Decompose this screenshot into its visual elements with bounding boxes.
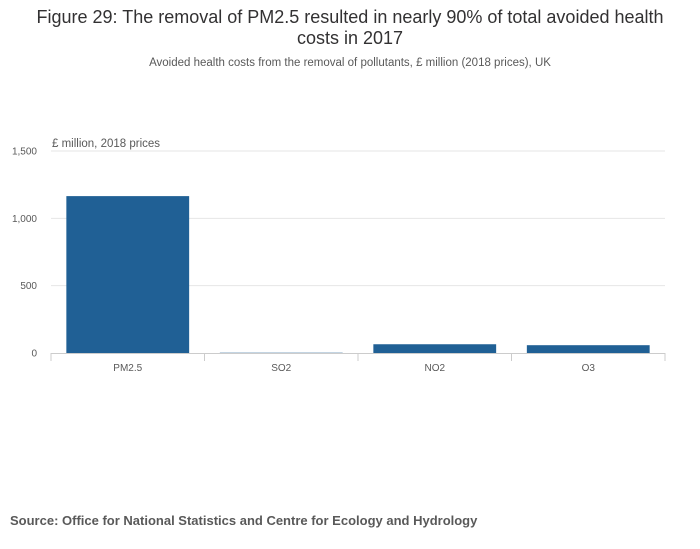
y-tick-label: 1,000 <box>12 214 37 225</box>
y-tick-label: 500 <box>20 281 37 292</box>
x-tick-label: O3 <box>582 363 596 374</box>
bar-no2[interactable] <box>373 344 497 353</box>
chart-subtitle: Avoided health costs from the removal of… <box>149 57 551 69</box>
x-tick-label: PM2.5 <box>113 363 142 374</box>
y-axis-unit-label: £ million, 2018 prices <box>52 138 160 150</box>
x-tick-label: SO2 <box>271 363 291 374</box>
x-tick-label: NO2 <box>424 363 445 374</box>
bar-o3[interactable] <box>526 345 650 353</box>
y-tick-label: 0 <box>31 349 37 360</box>
chart-title: Figure 29: The removal of PM2.5 resulted… <box>36 7 664 48</box>
bar-pm25[interactable] <box>66 196 190 353</box>
y-tick-label: 1,500 <box>12 147 37 158</box>
source-note: Source: Office for National Statistics a… <box>10 513 478 528</box>
